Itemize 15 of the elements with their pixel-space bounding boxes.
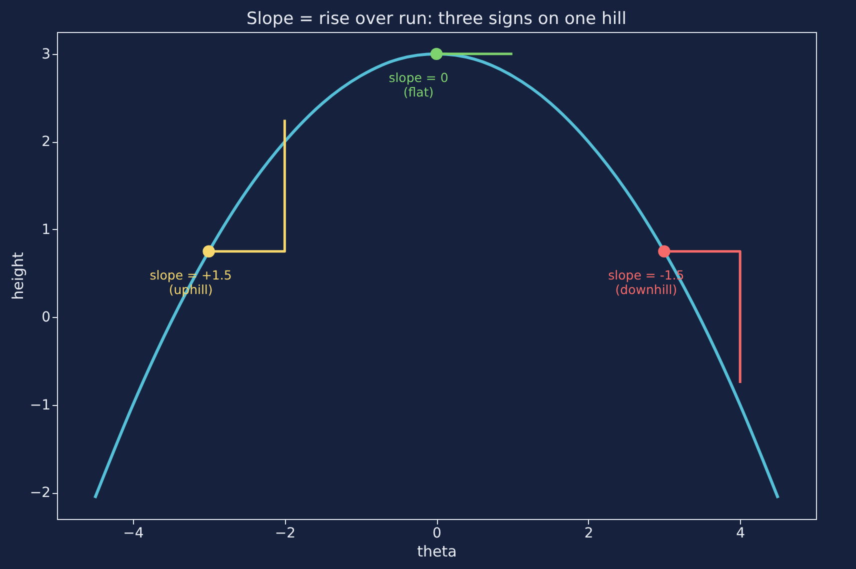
- annotation: slope = 0 (flat): [388, 70, 448, 100]
- y-tick-label: 3: [42, 46, 50, 62]
- x-tick-label: 0: [432, 526, 442, 542]
- y-tick-label: −1: [30, 397, 50, 414]
- x-tick-label: 2: [584, 526, 594, 542]
- y-axis-title: height: [8, 252, 27, 300]
- y-tick-label: −2: [30, 485, 50, 502]
- y-tick-label: 1: [42, 222, 50, 238]
- x-tick-label: 4: [736, 526, 746, 542]
- y-tick-label: 0: [42, 310, 50, 326]
- x-axis-title: theta: [417, 542, 457, 560]
- y-tick-label: 2: [42, 134, 50, 150]
- x-tick-label: −4: [123, 526, 144, 542]
- chart-title: Slope = rise over run: three signs on one hill: [246, 9, 626, 29]
- x-tick-label: −2: [274, 526, 296, 542]
